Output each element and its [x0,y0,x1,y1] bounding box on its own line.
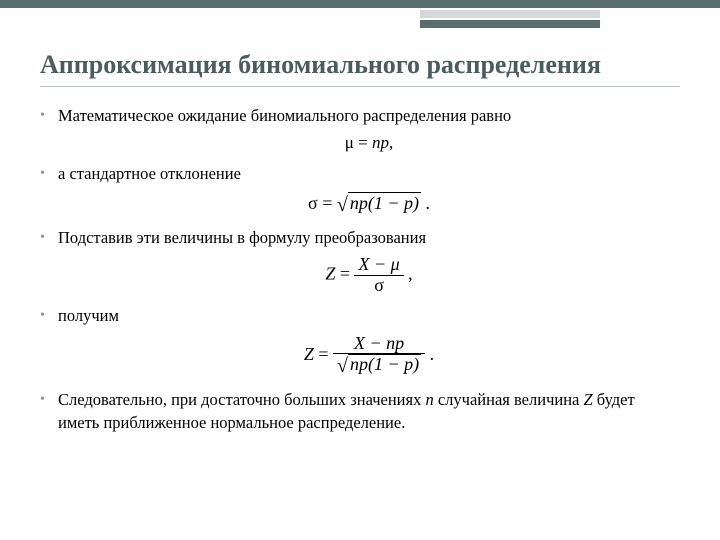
formula-z2: Z = X − np√np(1 − p) . [58,334,680,378]
title-rule [40,86,680,87]
bullet-1: Математическое ожидание биномиального ра… [58,105,680,127]
b5-n: n [425,390,433,409]
denominator: √np(1 − p) [333,354,425,377]
numerator: X − μ [354,255,403,276]
top-accent-light [420,10,600,18]
sqrt-body: np(1 − p) [348,354,421,375]
slide-content: Аппроксимация биномиального распределени… [0,0,720,460]
dot: . [425,344,434,364]
bullet-4: получим [58,305,680,327]
fraction: X − np√np(1 − p) [333,334,425,378]
z-symbol: Z [325,263,335,283]
eq: = [314,344,333,364]
fraction: X − μσ [354,255,403,296]
bullet-5: Следовательно, при достаточно больших зн… [58,389,680,434]
slide-title: Аппроксимация биномиального распределени… [40,50,680,80]
sqrt-body: np(1 − p) [348,192,421,214]
formula-mu: μ = np, [58,133,680,153]
comma: , [389,133,393,152]
denominator: σ [354,276,403,296]
top-bar [0,0,720,8]
b5-text1: Следовательно, при достаточно больших зн… [58,390,425,409]
z-symbol: Z [304,344,314,364]
bullet-list: Математическое ожидание биномиального ра… [40,105,680,434]
formula-sigma: σ = √np(1 − p) . [58,192,680,217]
sigma-symbol: σ [308,193,318,213]
comma: , [404,263,413,283]
formula-z1: Z = X − μσ , [58,255,680,296]
b5-text2: случайная величина [434,390,584,409]
eq: = [354,133,372,152]
bullet-3: Подставив эти величины в формулу преобра… [58,227,680,249]
top-accent [420,20,600,28]
dot: . [421,193,430,213]
eq: = [318,193,337,213]
sqrt-icon: √ [337,355,348,377]
eq: = [335,263,354,283]
b5-z: Z [583,390,592,409]
sqrt-icon: √ [337,194,348,216]
mu-symbol: μ [345,133,354,152]
numerator: X − np [333,334,425,355]
np: np [372,133,389,152]
bullet-2: а стандартное отклонение [58,163,680,185]
